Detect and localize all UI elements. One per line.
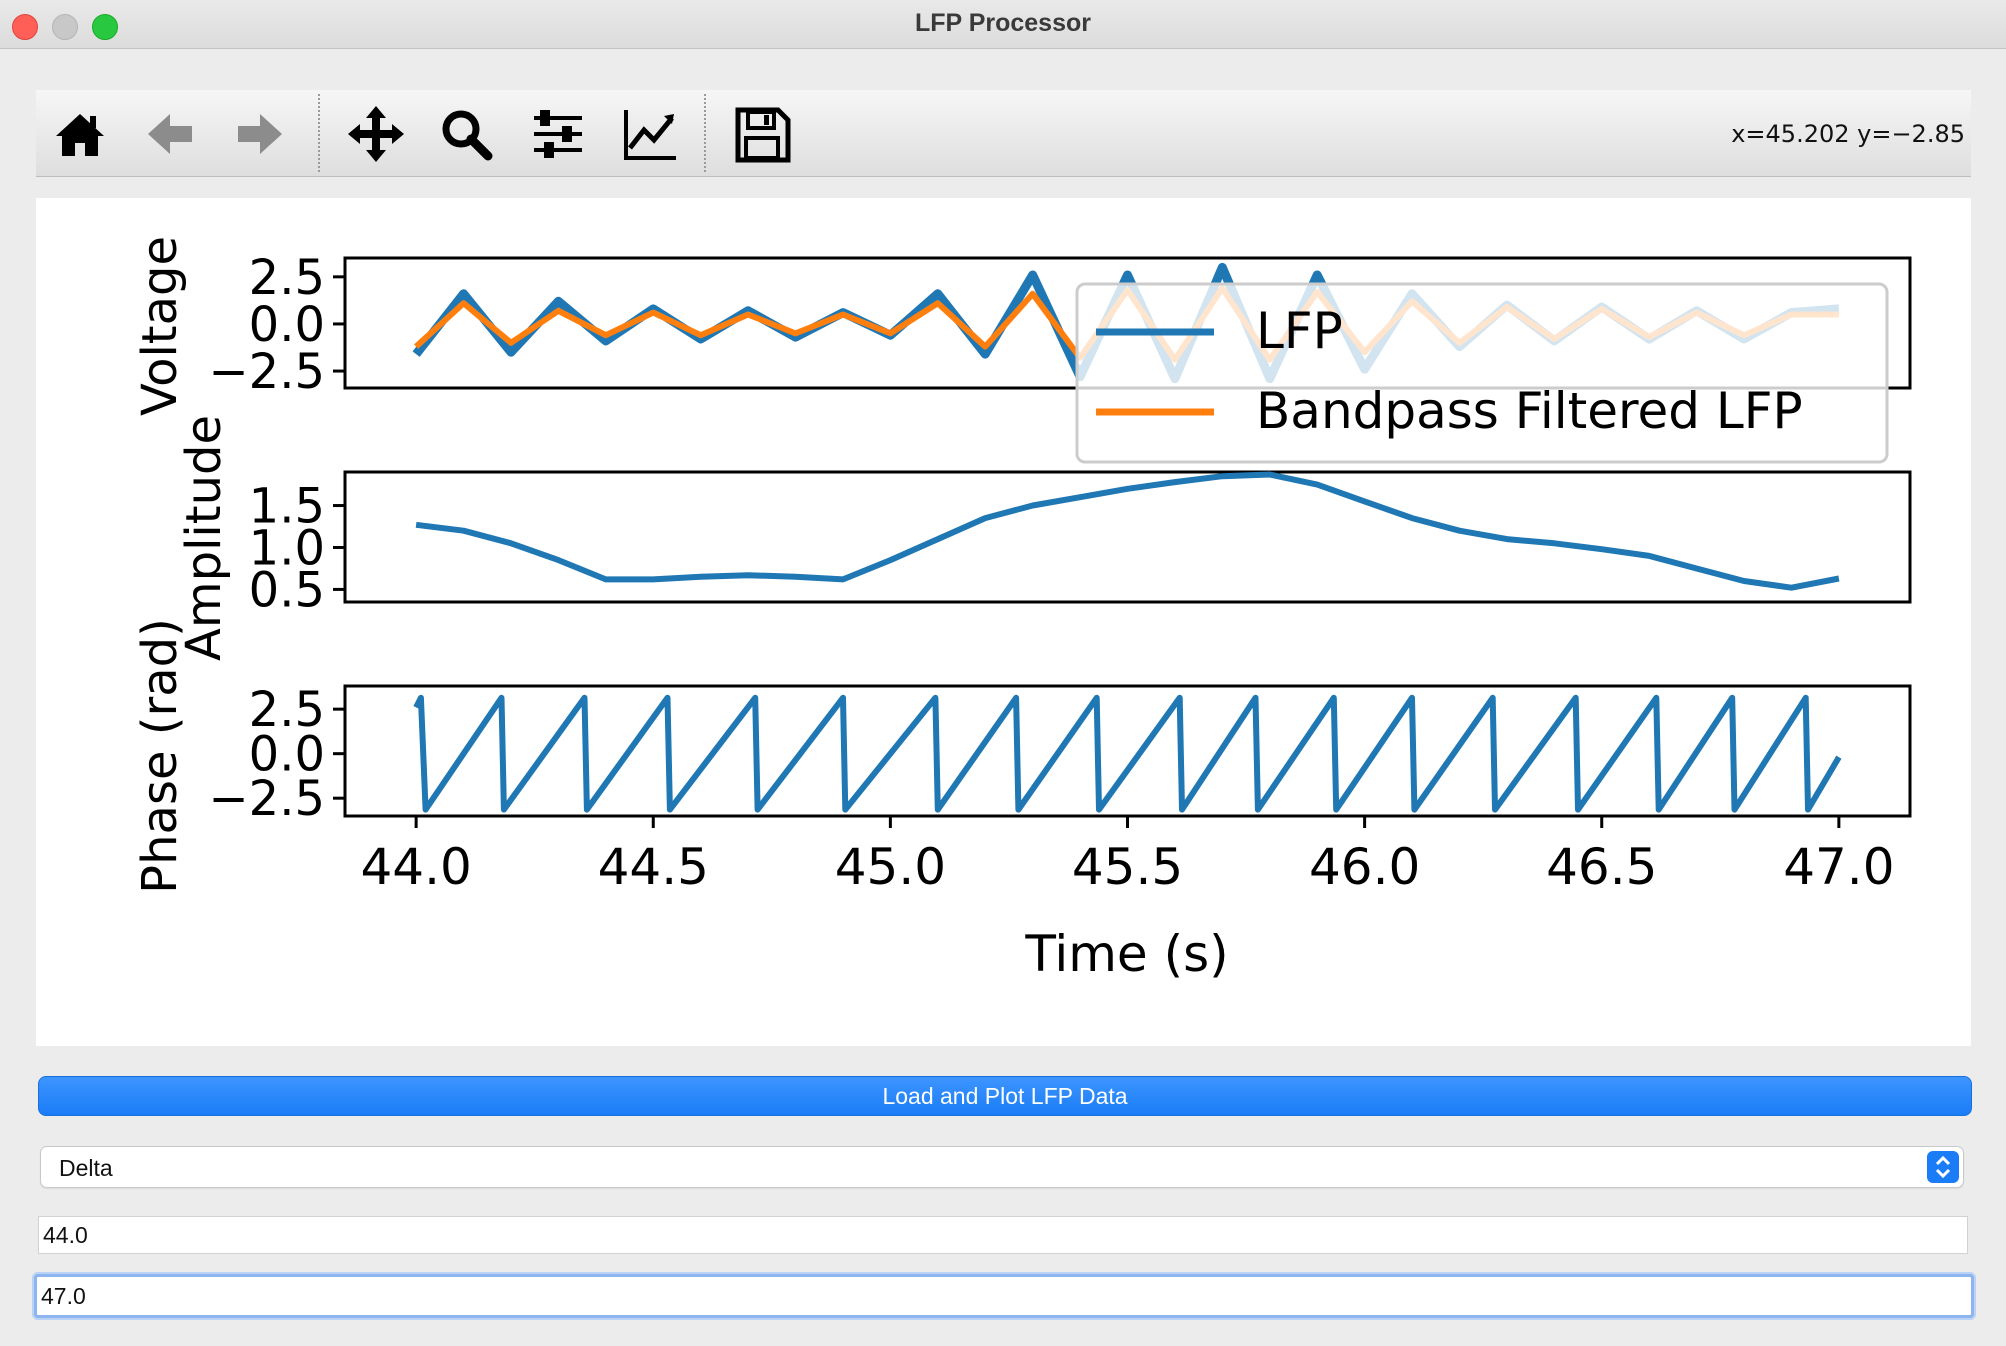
- back-arrow-icon[interactable]: [140, 104, 200, 164]
- legend-box: [1075, 282, 1889, 464]
- x-tick-label: 47.0: [1783, 838, 1894, 896]
- amplitude-ylabel: Amplitude: [176, 415, 232, 661]
- figure: 2.50.0−2.51.51.00.52.50.0−2.544.0 44.5 45.…: [132, 236, 1912, 983]
- cursor-coordinates: x=45.202 y=−2.85: [1731, 120, 1965, 148]
- maximize-window-button[interactable]: [92, 14, 118, 40]
- y-tick-label: 2.5: [249, 682, 325, 738]
- configure-subplots-icon[interactable]: [528, 104, 588, 164]
- y-tick-label: 0.0: [249, 297, 325, 353]
- forward-arrow-icon[interactable]: [230, 104, 290, 164]
- band-select-value: Delta: [59, 1155, 113, 1181]
- y-tick-label: 2.5: [249, 250, 325, 306]
- legend-lfp-label: LFP: [1256, 302, 1343, 360]
- close-window-button[interactable]: [12, 14, 38, 40]
- legend: LFP Bandpass Filtered LFP: [1075, 282, 1889, 464]
- voltage-ylabel: Voltage: [132, 236, 188, 416]
- navigation-toolbar: x=45.202 y=−2.85: [36, 90, 1971, 177]
- toolbar-separator: [318, 94, 320, 172]
- edit-axes-icon[interactable]: [620, 104, 680, 164]
- time-xlabel: Time (s): [1024, 925, 1228, 983]
- y-tick-label: 0.0: [249, 727, 325, 783]
- y-tick-label: 0.5: [249, 562, 325, 618]
- amplitude-axes-frame: [343, 470, 1912, 604]
- amplitude-series-group: [415, 471, 1840, 591]
- toolbar-separator: [704, 94, 706, 172]
- axis-ticks-group: 2.50.0−2.51.51.00.52.50.0−2.544.0 44.5 45.…: [208, 250, 1894, 896]
- x-tick-label: 45.0: [835, 838, 946, 896]
- x-tick-label: 45.5: [1072, 838, 1183, 896]
- phase-series-group: [413, 694, 1842, 813]
- y-tick-label: −2.5: [208, 344, 325, 400]
- y-tick-label: −2.5: [208, 771, 325, 827]
- x-tick-label: 44.0: [360, 838, 471, 896]
- end-time-field[interactable]: [34, 1274, 1974, 1318]
- window-title: LFP Processor: [914, 9, 1091, 37]
- series-line-2-0: [413, 694, 1842, 813]
- plot-canvas[interactable]: 2.5 0.0 −2.5 1.5 1.0 0.5 2.5 0.0 −2.5 44.0 44.5 45.…: [36, 198, 1971, 1046]
- load-plot-button[interactable]: Load and Plot LFP Data: [38, 1076, 1972, 1116]
- x-tick-label: 46.0: [1309, 838, 1420, 896]
- phase-ylabel: Phase (rad): [132, 618, 188, 894]
- x-tick-label: 46.5: [1546, 838, 1657, 896]
- minimize-window-button[interactable]: [52, 14, 78, 40]
- start-time-field[interactable]: [38, 1216, 1968, 1254]
- zoom-icon[interactable]: [436, 104, 496, 164]
- y-tick-label: 1.0: [249, 520, 325, 576]
- series-line-1-0: [415, 471, 1840, 591]
- x-tick-label: 44.5: [598, 838, 709, 896]
- pan-icon[interactable]: [346, 104, 406, 164]
- save-icon[interactable]: [732, 104, 792, 164]
- home-icon[interactable]: [50, 104, 110, 164]
- legend-filtered-label: Bandpass Filtered LFP: [1256, 382, 1803, 440]
- title-bar: LFP Processor: [0, 0, 2006, 49]
- band-select[interactable]: Delta: [40, 1146, 1964, 1188]
- updown-chevron-icon[interactable]: [1927, 1151, 1959, 1183]
- y-tick-label: 1.5: [249, 479, 325, 535]
